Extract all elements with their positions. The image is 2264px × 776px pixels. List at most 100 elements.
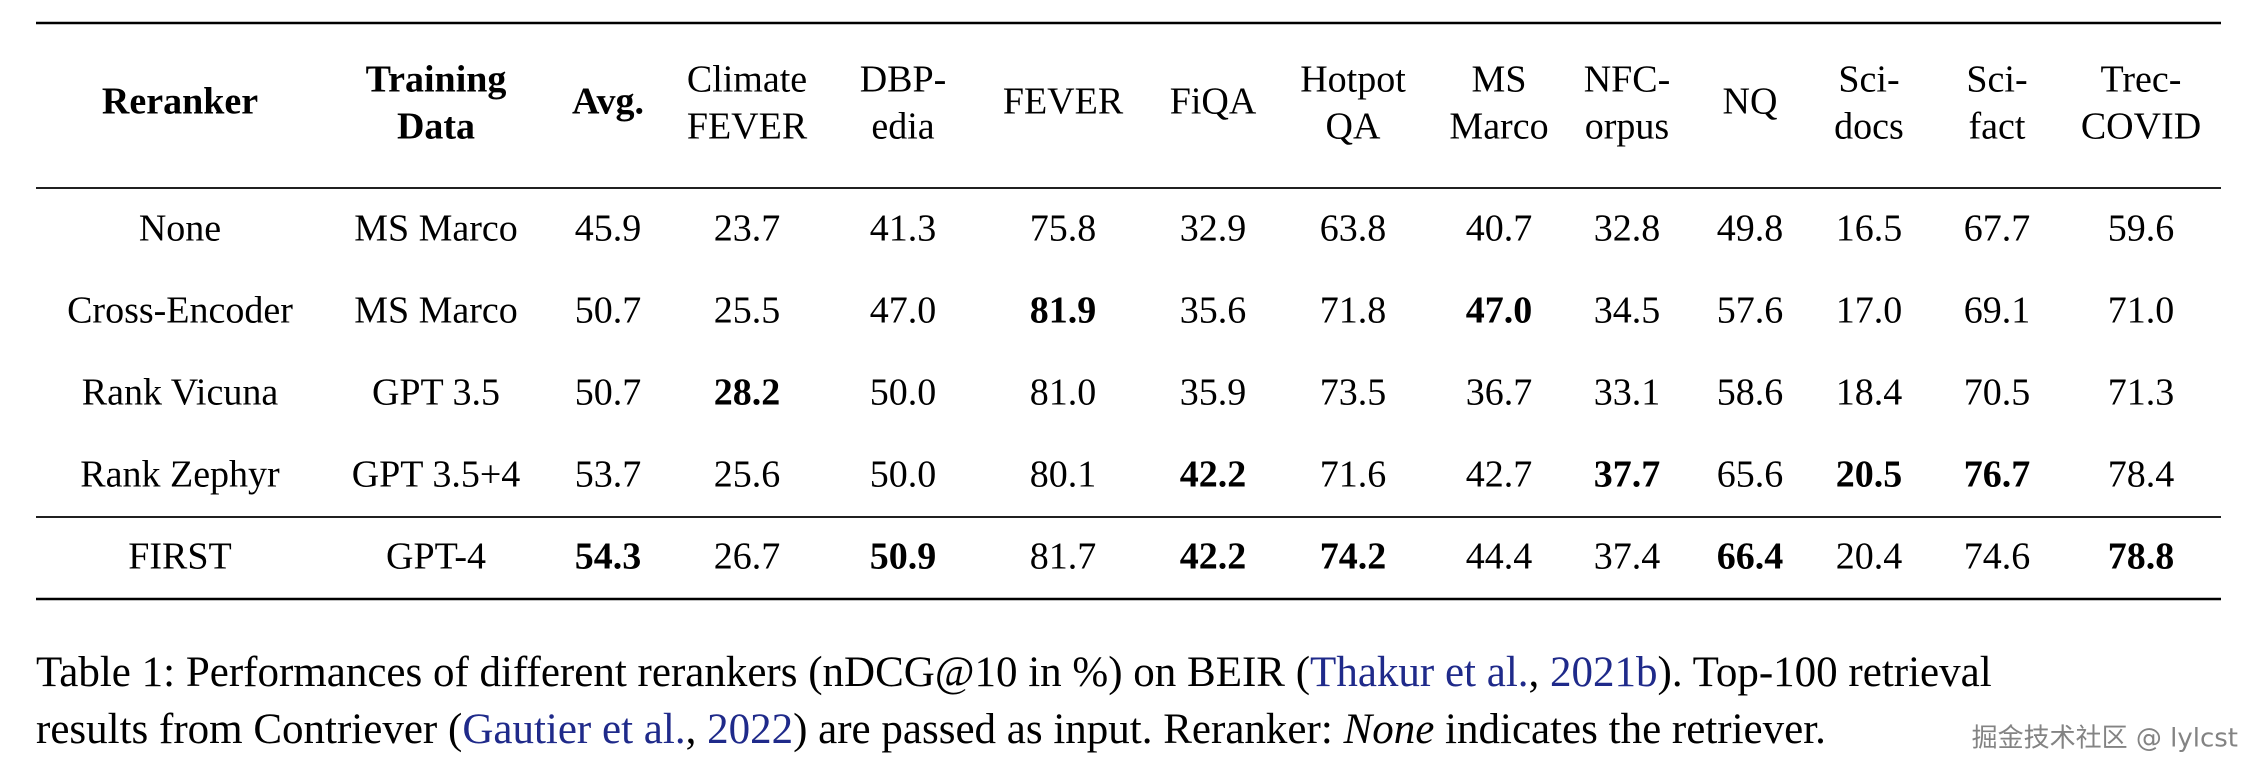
citation-link: Thakur et al. <box>1310 649 1529 696</box>
header-cell: Reranker <box>102 81 258 123</box>
table-cell: 35.6 <box>1180 290 1247 332</box>
table-cell: 34.5 <box>1594 290 1661 332</box>
caption-text: ). Top-100 retrieval <box>1658 649 1992 696</box>
table-cell: 45.9 <box>575 208 642 250</box>
table-cell: 63.8 <box>1320 208 1387 250</box>
table-cell: 44.4 <box>1466 536 1533 578</box>
table-cell: 35.9 <box>1180 372 1247 414</box>
table-cell: None <box>139 208 221 250</box>
table-cell: 25.6 <box>714 454 781 496</box>
table-cell: 81.9 <box>1030 290 1097 332</box>
table-cell: 81.0 <box>1030 372 1097 414</box>
header-cell: COVID <box>2081 106 2201 148</box>
table-cell: 25.5 <box>714 290 781 332</box>
table-cell: 58.6 <box>1717 372 1784 414</box>
table-cell: 40.7 <box>1466 208 1533 250</box>
table-cell: 26.7 <box>714 536 781 578</box>
table-cell: 59.6 <box>2108 208 2175 250</box>
table-cell: 16.5 <box>1836 208 1903 250</box>
citation-link: 2021b <box>1550 649 1658 696</box>
table-cell: 81.7 <box>1030 536 1097 578</box>
caption-text: , <box>1529 649 1551 696</box>
header-cell: Marco <box>1449 106 1548 148</box>
table-cell: 33.1 <box>1594 372 1661 414</box>
table-cell: 37.4 <box>1594 536 1661 578</box>
table-cell: 50.0 <box>870 454 937 496</box>
table-cell: 66.4 <box>1717 536 1784 578</box>
table-cell: 17.0 <box>1836 290 1903 332</box>
table-cell: 50.7 <box>575 372 642 414</box>
table-cell: 49.8 <box>1717 208 1784 250</box>
table-cell: 42.7 <box>1466 454 1533 496</box>
citation-link: 2022 <box>707 706 793 753</box>
table-cell: 75.8 <box>1030 208 1097 250</box>
header-cell: NQ <box>1723 81 1778 123</box>
header-cell: Hotpot <box>1300 59 1406 101</box>
watermark: 掘金技术社区 @ lylcst <box>1972 724 2238 754</box>
table-cell: 50.7 <box>575 290 642 332</box>
table-cell: 70.5 <box>1964 372 2031 414</box>
header-cell: QA <box>1326 106 1381 148</box>
caption-text: Table 1: Performances of different reran… <box>36 649 1310 696</box>
table-cell: 71.0 <box>2108 290 2175 332</box>
table-cell: 32.9 <box>1180 208 1247 250</box>
header-cell: Climate <box>687 59 807 101</box>
header-cell: docs <box>1834 106 1904 148</box>
table-cell: 18.4 <box>1836 372 1903 414</box>
table-cell: 76.7 <box>1964 454 2031 496</box>
table-cell: 78.4 <box>2108 454 2175 496</box>
table-cell: 74.6 <box>1964 536 2031 578</box>
table-cell: 73.5 <box>1320 372 1387 414</box>
header-cell: fact <box>1969 106 2026 148</box>
caption-line: Table 1: Performances of different reran… <box>36 649 1992 696</box>
caption-text: , <box>686 706 708 753</box>
table-cell: Rank Vicuna <box>82 372 279 414</box>
table-cell: 28.2 <box>714 372 781 414</box>
table-cell: 50.0 <box>870 372 937 414</box>
table-cell: 20.5 <box>1836 454 1903 496</box>
table-cell: 23.7 <box>714 208 781 250</box>
header-cell: FEVER <box>687 106 808 148</box>
table-cell: 78.8 <box>2108 536 2175 578</box>
table-cell: Rank Zephyr <box>80 454 280 496</box>
header-cell: Trec- <box>2101 59 2182 101</box>
table-cell: 42.2 <box>1180 454 1247 496</box>
table-cell: 32.8 <box>1594 208 1661 250</box>
table-cell: 80.1 <box>1030 454 1097 496</box>
table-cell: 47.0 <box>1466 290 1533 332</box>
caption-text: None <box>1343 706 1435 753</box>
caption-text: ) are passed as input. Reranker: <box>793 706 1343 753</box>
header-cell: NFC- <box>1584 59 1671 101</box>
header-cell: MS <box>1472 59 1527 101</box>
header-cell: Sci- <box>1838 59 1899 101</box>
table-cell: FIRST <box>128 536 231 578</box>
caption-text: results from Contriever ( <box>36 706 462 753</box>
table-cell: 54.3 <box>575 536 642 578</box>
table-cell: 41.3 <box>870 208 937 250</box>
table-cell: 65.6 <box>1717 454 1784 496</box>
citation-link: Gautier et al. <box>462 706 685 753</box>
table-cell: GPT 3.5+4 <box>352 454 521 496</box>
table-cell: 50.9 <box>870 536 937 578</box>
header-cell: orpus <box>1585 106 1669 148</box>
table-cell: 71.8 <box>1320 290 1387 332</box>
header-cell: FEVER <box>1003 81 1124 123</box>
header-cell: Training <box>366 59 507 101</box>
table-cell: MS Marco <box>354 290 518 332</box>
table-cell: MS Marco <box>354 208 518 250</box>
table-cell: 71.6 <box>1320 454 1387 496</box>
header-cell: FiQA <box>1170 81 1257 123</box>
header-cell: edia <box>871 106 934 148</box>
table-cell: 53.7 <box>575 454 642 496</box>
table-cell: 74.2 <box>1320 536 1387 578</box>
table-cell: 47.0 <box>870 290 937 332</box>
table-cell: 37.7 <box>1594 454 1661 496</box>
table-cell: Cross-Encoder <box>67 290 293 332</box>
header-cell: Data <box>397 106 475 148</box>
table-cell: 42.2 <box>1180 536 1247 578</box>
table-cell: 36.7 <box>1466 372 1533 414</box>
table-cell: 69.1 <box>1964 290 2031 332</box>
caption-text: indicates the retriever. <box>1434 706 1826 753</box>
header-cell: Sci- <box>1966 59 2027 101</box>
